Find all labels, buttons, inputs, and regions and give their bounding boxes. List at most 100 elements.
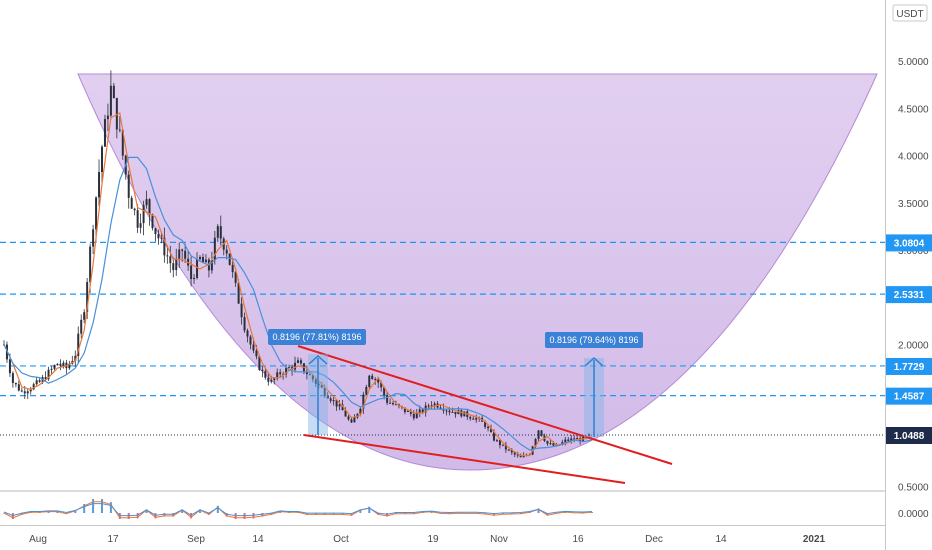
candle-body	[178, 249, 181, 259]
candle-body	[181, 249, 184, 251]
measure-annotation-1[interactable]: 0.8196 (77.81%) 8196	[268, 329, 366, 435]
candle-body	[552, 443, 555, 446]
candle-body	[231, 264, 234, 273]
candle-body	[421, 409, 424, 413]
candle-body	[338, 404, 341, 407]
candle-body	[136, 210, 139, 228]
currency-label[interactable]: USDT	[892, 4, 928, 22]
candle-body	[243, 317, 246, 331]
level-tag-0	[886, 234, 932, 252]
time-tick-3: 14	[252, 534, 264, 545]
indicator-bar	[261, 513, 264, 517]
indicator-bar	[225, 513, 228, 517]
time-tick-6: Nov	[490, 534, 508, 545]
candle-body	[320, 384, 323, 388]
candle-body	[50, 368, 53, 370]
candle-body	[540, 430, 543, 436]
price-tick-0: 5.0000	[898, 57, 929, 68]
candle-body	[20, 390, 23, 392]
candle-body	[8, 359, 11, 374]
candle-body	[341, 404, 344, 411]
candle-body	[68, 363, 71, 369]
candle-body	[184, 250, 187, 259]
candle-body	[564, 439, 567, 443]
candle-body	[380, 382, 383, 388]
candle-body	[23, 391, 26, 394]
candle-body	[415, 412, 418, 419]
indicator-bar	[199, 509, 201, 513]
level-tag-value-3: 1.4587	[894, 392, 925, 403]
price-tick-6: 2.0000	[898, 341, 929, 352]
candle-body	[374, 379, 377, 381]
candle-body	[74, 356, 77, 361]
candle-body	[537, 430, 540, 440]
candle-body	[193, 277, 196, 280]
measure-annotation-2[interactable]: 0.8196 (79.64%) 8196	[545, 332, 643, 437]
time-tick-0: Aug	[29, 534, 47, 545]
candle-body	[329, 398, 332, 401]
time-axis[interactable]: Aug 17 Sep 14 Oct 19 Nov 16 Dec 14 2021	[29, 534, 825, 545]
candle-body	[534, 439, 537, 447]
candle-body	[151, 214, 154, 229]
indicator-bar	[216, 505, 219, 513]
candle-body	[35, 380, 38, 385]
indicator-bar	[386, 513, 389, 517]
candle-body	[294, 362, 297, 370]
candle-body	[53, 365, 56, 369]
candle-body	[264, 371, 267, 378]
candle-body	[573, 438, 576, 440]
candle-body	[216, 226, 219, 238]
candle-body	[588, 433, 591, 437]
candle-body	[112, 85, 115, 99]
moving-average-slow	[3, 156, 593, 451]
candle-body	[377, 379, 380, 383]
candle-body	[570, 438, 573, 441]
level-tag-1	[886, 286, 932, 304]
candle-body	[118, 129, 121, 131]
candle-body	[109, 85, 112, 116]
indicator-bar	[368, 506, 371, 513]
candle-body	[32, 384, 35, 390]
candle-body	[196, 259, 199, 278]
indicator-bar	[92, 499, 95, 513]
candle-body	[460, 410, 463, 417]
candle-body	[519, 455, 522, 458]
svg-text:USDT: USDT	[896, 9, 923, 20]
candle-body	[83, 312, 86, 320]
candle-body	[44, 377, 47, 380]
candle-body	[219, 226, 222, 239]
candle-body	[154, 228, 157, 235]
candle-body	[501, 444, 504, 446]
indicator-bar	[136, 513, 139, 519]
candle-body	[430, 405, 433, 407]
level-lines	[0, 241, 885, 397]
candle-body	[433, 403, 436, 406]
indicator-bar	[145, 509, 148, 513]
candle-body	[213, 237, 216, 261]
candle-body	[130, 197, 133, 209]
candle-body	[439, 407, 442, 409]
candle-body	[576, 438, 579, 440]
candle-body	[276, 372, 279, 379]
candle-body	[92, 229, 95, 247]
candle-body	[487, 426, 490, 429]
candle-body	[522, 455, 525, 458]
price-tick-4: 3.0000	[898, 246, 929, 257]
candle-body	[103, 119, 106, 147]
wedge-upper-line	[297, 345, 673, 465]
candle-body	[169, 256, 172, 264]
candle-body	[323, 387, 326, 396]
indicator-bar	[172, 513, 175, 517]
level-tag-value-0: 3.0804	[894, 238, 925, 249]
candle-body	[463, 411, 466, 417]
candle-body	[225, 249, 228, 254]
wedge-lower-line	[303, 434, 626, 484]
candle-body	[145, 199, 148, 206]
candle-body	[314, 379, 317, 384]
level-price-tags: 3.0804 2.5331 1.7729 1.4587	[886, 234, 932, 405]
time-tick-8: Dec	[645, 534, 663, 545]
price-tick-1: 4.5000	[898, 104, 929, 115]
candle-body	[106, 115, 109, 120]
candle-body	[234, 272, 237, 283]
